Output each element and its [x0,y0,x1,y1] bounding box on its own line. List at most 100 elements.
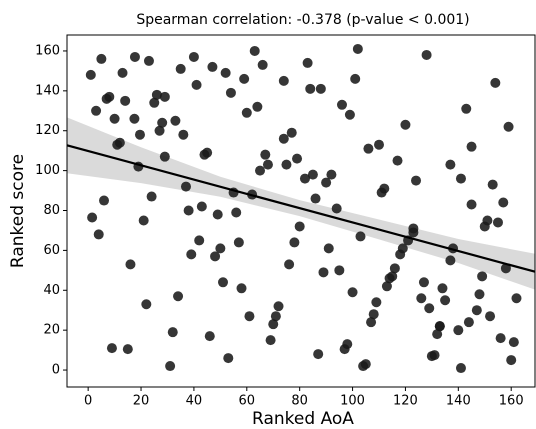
x-axis-label: Ranked AoA [252,409,354,429]
point [292,153,303,164]
point [146,191,157,202]
point [305,83,316,94]
point [350,73,361,84]
point [236,283,247,294]
point [249,45,260,56]
point [471,305,482,316]
x-tick-label: 0 [84,394,92,409]
point [389,263,400,274]
confidence-band [67,117,535,290]
point [421,49,432,60]
point [455,173,466,184]
point [381,281,392,292]
y-tick-label: 80 [43,203,60,218]
point [331,203,342,214]
point [429,350,440,361]
x-tick-label: 140 [446,394,471,409]
point [485,311,496,322]
y-tick-label: 100 [35,163,60,178]
point [204,331,215,342]
point [233,237,244,248]
point [503,121,514,132]
point [210,251,221,262]
point [307,169,318,180]
point [125,259,136,270]
point [487,179,498,190]
point [445,255,456,266]
point [106,343,117,354]
point [392,155,403,166]
point [344,109,355,120]
point [157,117,168,128]
point [96,53,107,64]
x-tick-label: 40 [186,394,203,409]
point [93,229,104,240]
point [170,115,181,126]
y-tick-label: 120 [35,123,60,138]
point [495,333,506,344]
point [500,263,511,274]
point [387,271,398,282]
point [149,97,160,108]
point [366,317,377,328]
point [482,215,493,226]
x-tick-label: 100 [340,394,365,409]
point [294,221,305,232]
point [265,335,276,346]
point [299,173,310,184]
point [268,319,279,330]
point [180,181,191,192]
point [244,311,255,322]
point [212,209,223,220]
point [371,297,382,308]
point [286,127,297,138]
point [315,83,326,94]
y-tick-label: 40 [43,283,60,298]
chart-title: Spearman correlation: -0.378 (p-value < … [136,12,469,28]
point [191,79,202,90]
point [178,129,189,140]
point [455,363,466,374]
point [117,67,128,78]
y-axis-label: Ranked score [8,154,28,268]
point [239,73,250,84]
point [257,59,268,70]
point [262,159,273,170]
point [270,311,281,322]
point [466,141,477,152]
point [154,125,165,136]
point [334,265,345,276]
point [411,175,422,186]
point [318,267,329,278]
point [355,231,366,242]
point [379,183,390,194]
point [323,243,334,254]
point [183,205,194,216]
point [418,277,429,288]
point [225,87,236,98]
point [87,212,98,223]
point [352,43,363,54]
point [363,143,374,154]
x-tick-label: 60 [239,394,256,409]
point [143,55,154,66]
point [99,195,110,206]
point [313,349,324,360]
point [416,293,427,304]
point [492,217,503,228]
point [445,159,456,170]
point [114,137,125,148]
point [434,321,445,332]
point [194,235,205,246]
y-tick-label: 60 [43,243,60,258]
point [432,329,443,340]
point [252,101,263,112]
point [463,317,474,328]
point [159,91,170,102]
axes-frame [66,34,536,388]
point [498,197,509,208]
point [273,301,284,312]
point [151,89,162,100]
point [374,139,384,150]
point [408,223,419,234]
